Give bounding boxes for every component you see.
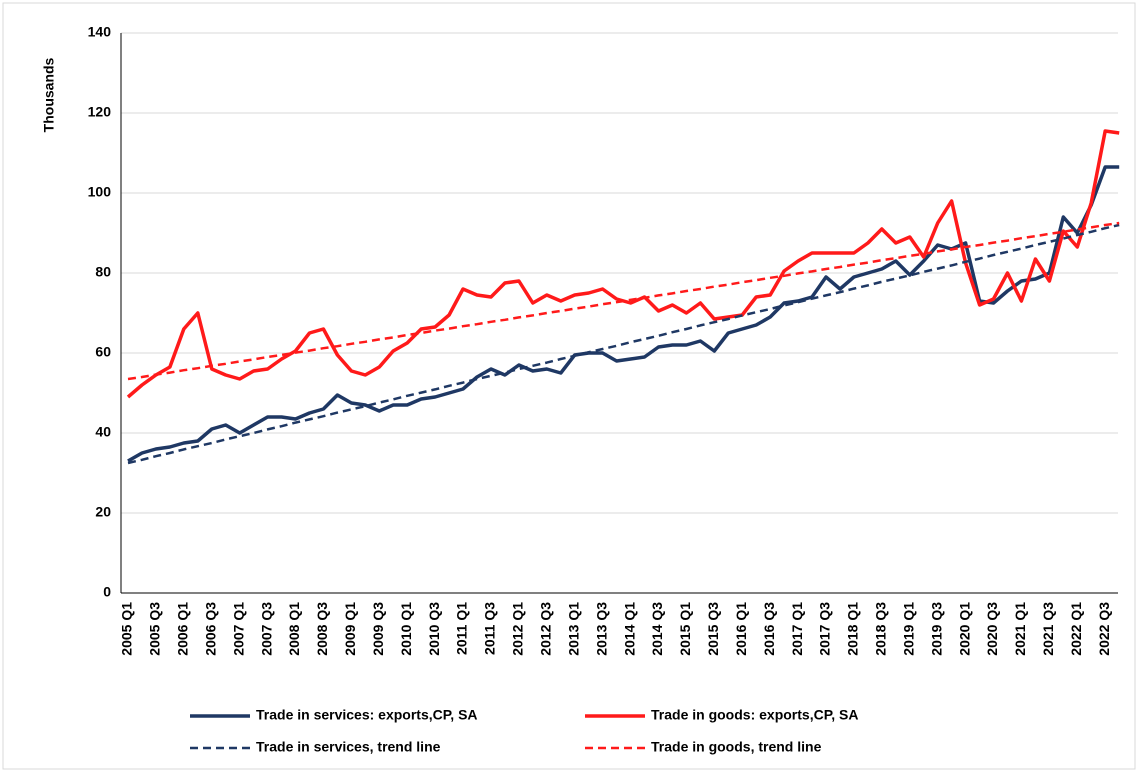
x-tick-label: 2016 Q3 <box>761 602 777 656</box>
x-tick-label: 2012 Q1 <box>510 602 526 656</box>
x-tick-label: 2013 Q3 <box>593 602 609 656</box>
x-tick-label: 2020 Q1 <box>956 602 972 656</box>
x-tick-label: 2012 Q3 <box>538 602 554 656</box>
series-line <box>127 223 1120 465</box>
legend-label: Trade in services, trend line <box>256 739 441 755</box>
x-tick-label: 2014 Q1 <box>621 602 637 656</box>
x-tick-label: 2013 Q1 <box>565 602 581 656</box>
legend-label: Trade in goods, trend line <box>651 739 822 755</box>
x-tick-label: 2005 Q3 <box>147 602 163 656</box>
x-tick-label: 2021 Q1 <box>1012 602 1028 656</box>
series-line <box>127 221 1120 381</box>
legend-label: Trade in services: exports,CP, SA <box>256 707 478 723</box>
y-tick-label: 140 <box>88 24 112 40</box>
x-tick-label: 2018 Q3 <box>873 602 889 656</box>
x-tick-label: 2005 Q1 <box>119 602 135 656</box>
x-tick-label: 2008 Q1 <box>286 602 302 656</box>
x-tick-label: 2007 Q1 <box>230 602 246 656</box>
y-tick-label: 80 <box>95 264 111 280</box>
x-tick-label: 2016 Q1 <box>733 602 749 656</box>
x-tick-label: 2009 Q1 <box>342 602 358 656</box>
y-tick-label: 120 <box>88 104 112 120</box>
x-tick-label: 2015 Q1 <box>677 602 693 656</box>
x-tick-label: 2017 Q3 <box>817 602 833 656</box>
x-tick-label: 2007 Q3 <box>258 602 274 656</box>
x-tick-label: 2022 Q1 <box>1068 602 1084 656</box>
x-tick-label: 2015 Q3 <box>705 602 721 656</box>
x-tick-label: 2020 Q3 <box>984 602 1000 656</box>
x-tick-label: 2017 Q1 <box>789 602 805 656</box>
x-tick-label: 2008 Q3 <box>314 602 330 656</box>
x-tick-label: 2021 Q3 <box>1040 602 1056 656</box>
x-tick-label: 2006 Q1 <box>175 602 191 656</box>
x-tick-label: 2011 Q3 <box>482 602 498 655</box>
x-tick-label: 2006 Q3 <box>202 602 218 656</box>
x-tick-label: 2019 Q1 <box>900 602 916 656</box>
x-tick-label: 2018 Q1 <box>845 602 861 656</box>
x-tick-label: 2009 Q3 <box>370 602 386 656</box>
y-tick-label: 60 <box>95 344 111 360</box>
y-axis-label: Thousands <box>41 57 57 132</box>
y-tick-label: 100 <box>88 184 112 200</box>
x-tick-label: 2014 Q3 <box>649 602 665 656</box>
x-tick-label: 2010 Q3 <box>426 602 442 656</box>
x-tick-label: 2010 Q1 <box>398 602 414 656</box>
series-line <box>127 165 1120 463</box>
legend-label: Trade in goods: exports,CP, SA <box>651 707 858 723</box>
y-tick-label: 20 <box>95 504 111 520</box>
x-tick-label: 2011 Q1 <box>454 602 470 655</box>
x-tick-label: 2019 Q3 <box>928 602 944 656</box>
x-tick-label: 2022 Q3 <box>1096 602 1112 656</box>
y-tick-label: 0 <box>103 584 111 600</box>
y-tick-label: 40 <box>95 424 111 440</box>
